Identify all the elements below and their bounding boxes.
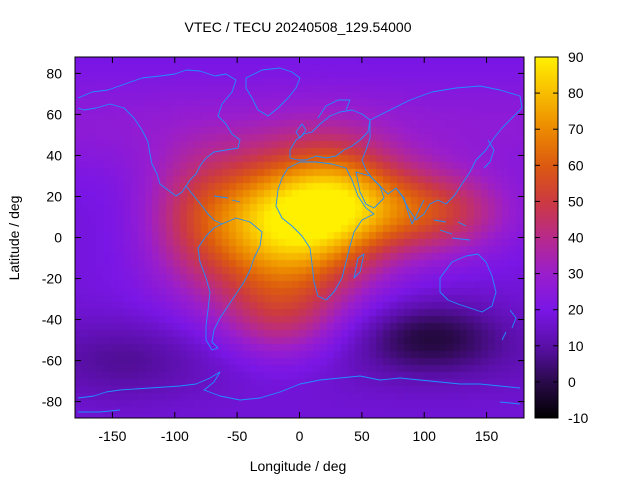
y-tick-label: -20	[42, 271, 62, 287]
japan-coast	[483, 139, 495, 169]
colorbar-tick-label: 40	[568, 230, 584, 246]
map-plot-area	[74, 56, 525, 419]
y-tick-label: 20	[46, 188, 62, 204]
south-america-coast	[197, 217, 263, 351]
colorbar-tick-label: 60	[568, 157, 584, 173]
antarctica-inner	[78, 401, 521, 413]
british-isles-coast	[295, 123, 307, 139]
colorbar-axis: -10 0 10 20 30 40 50 60 70 80 90	[535, 49, 588, 426]
y-axis-label: Latitude / deg	[6, 196, 22, 281]
x-tick-label: 150	[475, 428, 499, 444]
australia-coast	[439, 253, 497, 313]
x-tick-label: 100	[413, 428, 437, 444]
central-america-coast	[185, 185, 223, 225]
x-tick-label: 50	[354, 428, 370, 444]
y-tick-label: 80	[46, 65, 62, 81]
antarctica-coast	[77, 371, 521, 401]
madagascar-coast	[353, 253, 365, 279]
chart-title: VTEC / TECU 20240508_129.54000	[184, 19, 411, 35]
europe-coast	[289, 109, 371, 161]
x-tick-label: -100	[161, 428, 189, 444]
colorbar-tick-label: 20	[568, 302, 584, 318]
x-tick-label: 0	[296, 428, 304, 444]
india-coast	[395, 187, 425, 225]
vtec-heatmap	[75, 57, 524, 418]
arabia-coast	[355, 171, 385, 209]
colorbar-tick-label: 90	[568, 49, 584, 65]
y-tick-label: -80	[42, 394, 62, 410]
southeast-asia-islands	[433, 219, 471, 241]
y-tick-label: -60	[42, 353, 62, 369]
colorbar-tick-label: 80	[568, 85, 584, 101]
y-tick-label: 60	[46, 106, 62, 122]
y-tick-label: 40	[46, 147, 62, 163]
x-axis: -150 -100 -50 0 50 100 150	[98, 57, 498, 444]
scandinavia-coast	[317, 99, 351, 119]
x-axis-label: Longitude / deg	[250, 458, 347, 474]
x-tick-label: -50	[227, 428, 247, 444]
africa-coast	[275, 161, 375, 301]
caribbean-islands	[213, 195, 241, 203]
colorbar-tick-label: 50	[568, 193, 584, 209]
colorbar-tick-label: 70	[568, 121, 584, 137]
colorbar-tick-label: -10	[568, 410, 588, 426]
greenland-coast	[245, 67, 301, 117]
north-america-coast	[77, 69, 241, 197]
new-zealand-coast	[501, 309, 517, 341]
colorbar-tick-label: 0	[568, 374, 576, 390]
colorbar-tick-label: 10	[568, 338, 584, 354]
colorbar-tick-label: 30	[568, 266, 584, 282]
coastlines-overlay	[77, 67, 523, 413]
y-tick-label: -40	[42, 312, 62, 328]
y-axis: -80 -60 -40 -20 0 20 40 60 80	[42, 65, 524, 410]
x-tick-label: -150	[98, 428, 126, 444]
y-tick-label: 0	[54, 230, 62, 246]
